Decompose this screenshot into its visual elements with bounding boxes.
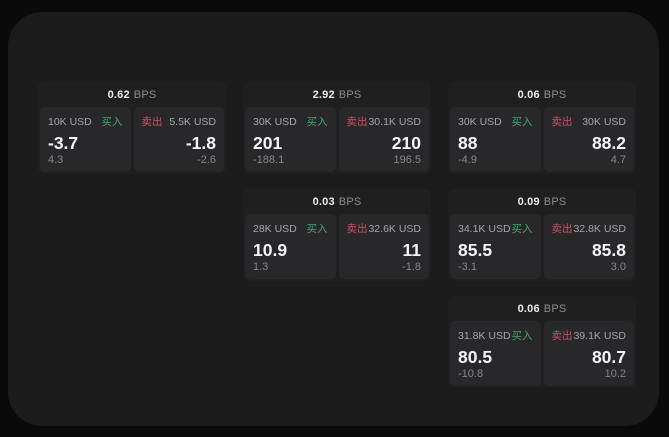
buy-delta-value: 1.3 [253,261,269,273]
sell-quote-tile[interactable]: 卖出 32.8K USD 85.8 3.0 [543,214,634,279]
sell-quote-tile[interactable]: 卖出 32.6K USD 11 -1.8 [338,214,429,279]
sell-delta-value: 4.7 [610,154,626,166]
sell-price-value: 88.2 [591,133,626,153]
bps-value: 0.03 [312,195,335,208]
bps-value: 0.62 [107,88,130,101]
sell-quote-tile[interactable]: 卖出 39.1K USD 80.7 10.2 [543,321,634,386]
sell-price-value: -1.8 [185,133,216,153]
buy-side-label: 买入 [306,223,328,235]
buy-delta-value: -188.1 [253,154,285,166]
buy-notional-label: 28K USD [253,223,297,235]
buy-price-value: 80.5 [458,347,493,367]
bps-header: 0.03 BPS [245,189,429,214]
quote-card: 2.92 BPS 30K USD 买入 201 -188.1 卖出 30.1K … [243,82,431,174]
sell-price-value: 210 [391,133,421,153]
bps-unit-label: BPS [543,302,567,315]
main-panel: 0.62 BPS 10K USD 买入 -3.7 4.3 卖出 5.5K USD [8,12,659,426]
sell-side-label: 卖出 [346,223,368,235]
buy-price-value: -3.7 [48,133,79,153]
buy-quote-tile[interactable]: 31.8K USD 买入 80.5 -10.8 [450,321,541,386]
bps-unit-label: BPS [543,88,567,101]
buy-delta-value: -10.8 [458,368,484,380]
sell-notional-label: 5.5K USD [169,116,216,128]
sell-notional-label: 30K USD [582,116,626,128]
bps-header: 0.06 BPS [450,296,634,321]
sell-side-label: 卖出 [551,116,573,128]
buy-side-label: 买入 [101,116,123,128]
buy-quote-tile[interactable]: 30K USD 买入 88 -4.9 [450,107,541,172]
bps-unit-label: BPS [338,195,362,208]
sell-price-value: 80.7 [591,347,626,367]
sell-notional-label: 32.6K USD [368,223,421,235]
quote-card: 0.06 BPS 31.8K USD 买入 80.5 -10.8 卖出 39.1… [448,296,636,388]
buy-notional-label: 31.8K USD [458,330,511,342]
buy-side-label: 买入 [511,330,533,342]
sell-side-label: 卖出 [141,116,163,128]
buy-notional-label: 30K USD [458,116,502,128]
bps-header: 0.62 BPS [40,82,224,107]
sell-notional-label: 39.1K USD [573,330,626,342]
buy-delta-value: -4.9 [458,154,477,166]
bps-value: 0.06 [517,88,540,101]
quote-card: 0.06 BPS 30K USD 买入 88 -4.9 卖出 30K USD [448,82,636,174]
buy-side-label: 买入 [511,223,533,235]
bps-value: 0.06 [517,302,540,315]
buy-quote-tile[interactable]: 10K USD 买入 -3.7 4.3 [40,107,131,172]
sell-price-value: 85.8 [591,240,626,260]
buy-quote-tile[interactable]: 28K USD 买入 10.9 1.3 [245,214,336,279]
buy-delta-value: -3.1 [458,261,477,273]
sell-side-label: 卖出 [346,116,368,128]
bps-header: 2.92 BPS [245,82,429,107]
sell-quote-tile[interactable]: 卖出 5.5K USD -1.8 -2.6 [133,107,224,172]
buy-price-value: 201 [253,133,283,153]
bps-unit-label: BPS [338,88,362,101]
sell-delta-value: -2.6 [197,154,216,166]
sell-quote-tile[interactable]: 卖出 30K USD 88.2 4.7 [543,107,634,172]
sell-delta-value: 10.2 [604,368,626,380]
buy-notional-label: 30K USD [253,116,297,128]
sell-side-label: 卖出 [551,223,573,235]
buy-quote-tile[interactable]: 30K USD 买入 201 -188.1 [245,107,336,172]
buy-price-value: 88 [458,133,478,153]
buy-delta-value: 4.3 [48,154,64,166]
buy-price-value: 10.9 [253,240,288,260]
bps-value: 2.92 [312,88,335,101]
quote-card-grid: 0.62 BPS 10K USD 买入 -3.7 4.3 卖出 5.5K USD [38,82,636,388]
buy-price-value: 85.5 [458,240,493,260]
quote-card: 0.03 BPS 28K USD 买入 10.9 1.3 卖出 32.6K US… [243,189,431,281]
buy-side-label: 买入 [511,116,533,128]
buy-quote-tile[interactable]: 34.1K USD 买入 85.5 -3.1 [450,214,541,279]
buy-side-label: 买入 [306,116,328,128]
quote-card: 0.62 BPS 10K USD 买入 -3.7 4.3 卖出 5.5K USD [38,82,226,174]
sell-delta-value: 196.5 [393,154,421,166]
bps-value: 0.09 [517,195,540,208]
sell-delta-value: -1.8 [402,261,421,273]
sell-side-label: 卖出 [551,330,573,342]
sell-price-value: 11 [402,240,422,260]
buy-notional-label: 34.1K USD [458,223,511,235]
sell-notional-label: 30.1K USD [368,116,421,128]
quote-card: 0.09 BPS 34.1K USD 买入 85.5 -3.1 卖出 32.8K… [448,189,636,281]
sell-delta-value: 3.0 [610,261,626,273]
bps-header: 0.09 BPS [450,189,634,214]
buy-notional-label: 10K USD [48,116,92,128]
bps-header: 0.06 BPS [450,82,634,107]
sell-quote-tile[interactable]: 卖出 30.1K USD 210 196.5 [338,107,429,172]
bps-unit-label: BPS [543,195,567,208]
bps-unit-label: BPS [133,88,157,101]
sell-notional-label: 32.8K USD [573,223,626,235]
